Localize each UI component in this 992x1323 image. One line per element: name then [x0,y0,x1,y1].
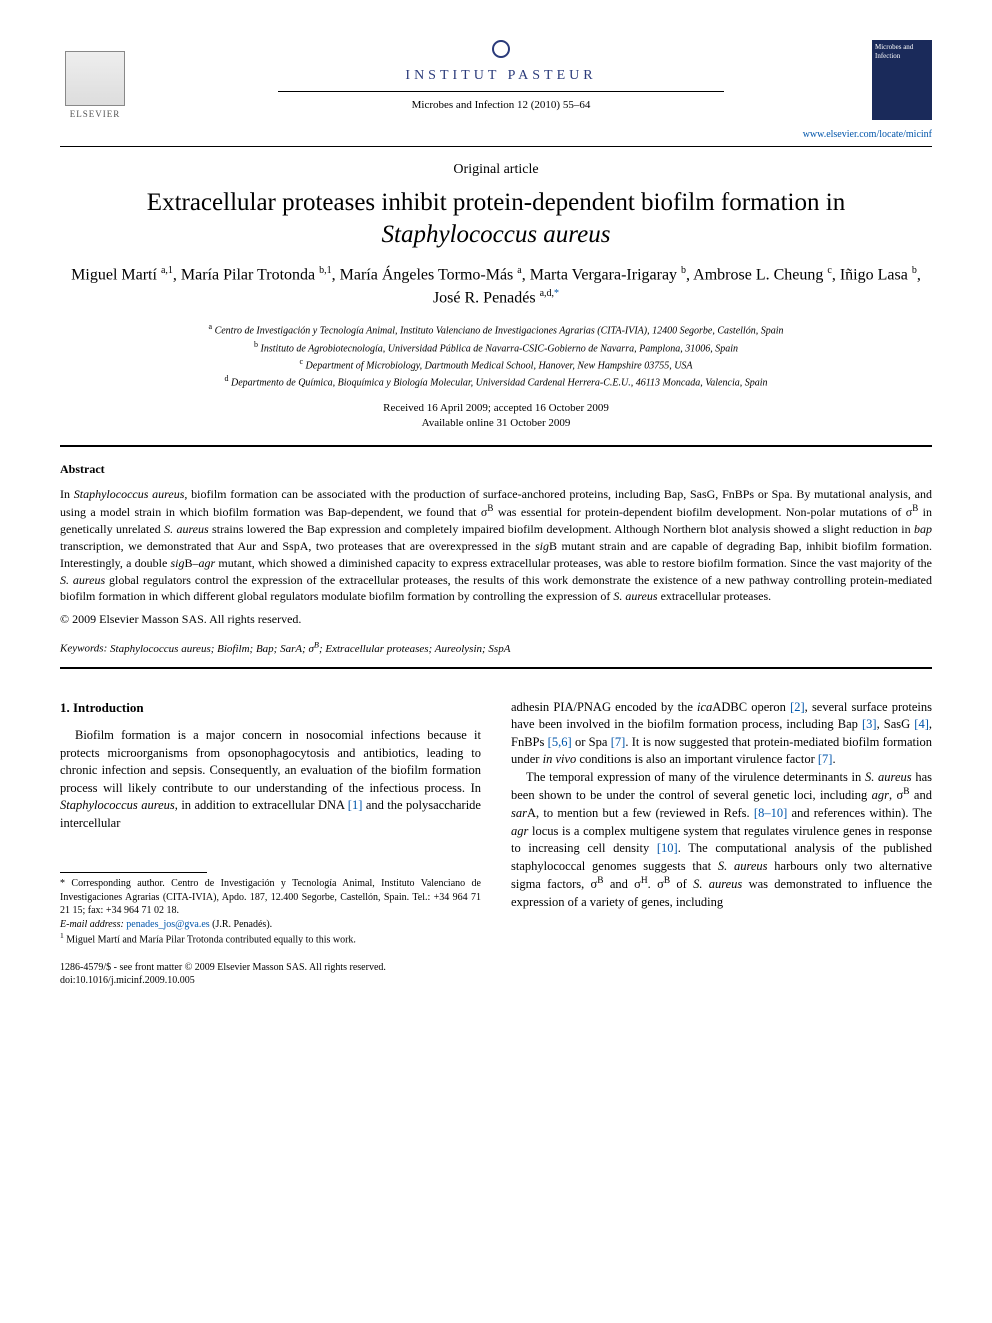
footnotes: * Corresponding author. Centro de Invest… [60,877,481,947]
top-rule [60,146,932,147]
keywords-line: Keywords: Staphylococcus aureus; Biofilm… [60,639,932,657]
header-rule [278,91,723,92]
section-heading-intro: 1. Introduction [60,699,481,717]
email-who: (J.R. Penadés). [212,919,272,930]
abstract-body: In Staphylococcus aureus, biofilm format… [60,486,932,606]
footnote-rule [60,872,207,873]
article-type: Original article [60,161,932,180]
keywords-list: Staphylococcus aureus; Biofilm; Bap; Sar… [110,643,510,655]
intro-para-3: The temporal expression of many of the v… [511,769,932,911]
affil-c: c Department of Microbiology, Dartmouth … [80,356,912,373]
abstract-heading: Abstract [60,461,932,477]
article-dates: Received 16 April 2009; accepted 16 Octo… [60,401,932,432]
title-italic: Staphylococcus aureus [382,221,611,248]
footnote-email: E-mail address: penades_jos@gva.es (J.R.… [60,918,481,932]
footnote-equal-contrib: 1 Miguel Martí and María Pilar Trotonda … [60,931,481,947]
footer-lines: 1286-4579/$ - see front matter © 2009 El… [60,961,481,987]
cover-text: Microbes and Infection [875,43,913,60]
article-title: Extracellular proteases inhibit protein-… [80,187,912,250]
pasteur-icon [492,40,510,58]
title-pre: Extracellular proteases inhibit protein-… [147,189,845,216]
column-right: adhesin PIA/PNAG encoded by the icaADBC … [511,699,932,987]
available-online: Available online 31 October 2009 [60,416,932,431]
journal-cover-block: Microbes and Infection [872,40,932,120]
affil-a: a Centro de Investigación y Tecnología A… [80,321,912,338]
footer-doi: doi:10.1016/j.micinf.2009.10.005 [60,974,481,987]
journal-cover-thumb: Microbes and Infection [872,40,932,120]
footer-front-matter: 1286-4579/$ - see front matter © 2009 El… [60,961,481,974]
footnote-corresponding: * Corresponding author. Centro de Invest… [60,877,481,918]
abstract-bottom-rule [60,667,932,669]
elsevier-logo: ELSEVIER [60,40,130,120]
abstract-top-rule [60,445,932,447]
affil-b: b Instituto de Agrobiotecnología, Univer… [80,339,912,356]
journal-url[interactable]: www.elsevier.com/locate/micinf [60,128,932,142]
pasteur-block: INSTITUT PASTEUR Microbes and Infection … [130,40,872,115]
authors-line: Miguel Martí a,1, María Pilar Trotonda b… [70,264,922,309]
pasteur-label: INSTITUT PASTEUR [130,67,872,86]
received-accepted: Received 16 April 2009; accepted 16 Octo… [60,401,932,416]
column-left: 1. Introduction Biofilm formation is a m… [60,699,481,987]
citation-line: Microbes and Infection 12 (2010) 55–64 [130,98,872,113]
intro-para-1: Biofilm formation is a major concern in … [60,727,481,832]
keywords-label: Keywords: [60,643,107,655]
elsevier-tree-icon [65,51,125,106]
affil-d: d Departmento de Química, Bioquímica y B… [80,373,912,390]
intro-para-2: adhesin PIA/PNAG encoded by the icaADBC … [511,699,932,769]
elsevier-label: ELSEVIER [70,108,121,120]
body-columns: 1. Introduction Biofilm formation is a m… [60,699,932,987]
email-address[interactable]: penades_jos@gva.es [126,919,209,930]
email-label: E-mail address: [60,919,124,930]
header-row: ELSEVIER INSTITUT PASTEUR Microbes and I… [60,40,932,120]
abstract-copyright: © 2009 Elsevier Masson SAS. All rights r… [60,611,932,627]
affiliations: a Centro de Investigación y Tecnología A… [80,321,912,390]
